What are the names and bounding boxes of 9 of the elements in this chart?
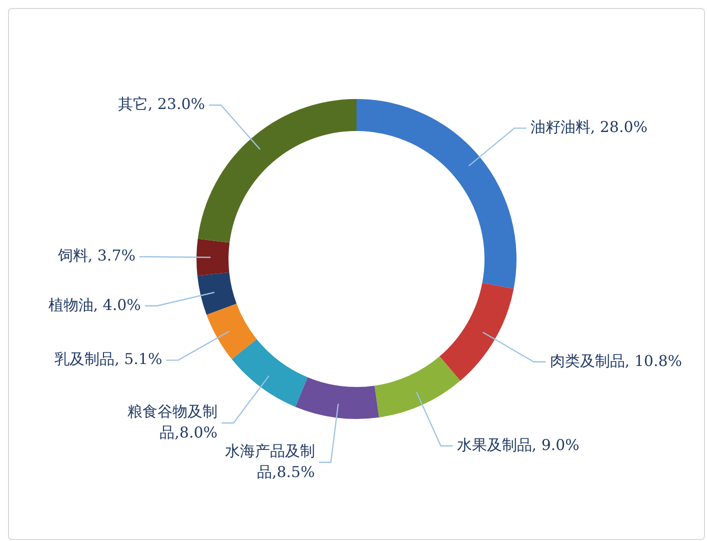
slice-label: 乳及制品, 5.1% <box>54 350 162 368</box>
slice-label: 水海产品及制品,8.5% <box>224 442 315 481</box>
slice-label: 粮食谷物及制品,8.0% <box>128 402 218 442</box>
slice-label: 植物油, 4.0% <box>48 296 141 314</box>
slice-label: 水果及制品, 9.0% <box>456 436 580 454</box>
slice-label: 饲料, 3.7% <box>56 246 136 265</box>
slice-label: 油籽油料, 28.0% <box>530 118 648 136</box>
slice-label: 其它, 23.0% <box>118 95 206 114</box>
slice-label: 肉类及制品, 10.8% <box>550 352 682 370</box>
